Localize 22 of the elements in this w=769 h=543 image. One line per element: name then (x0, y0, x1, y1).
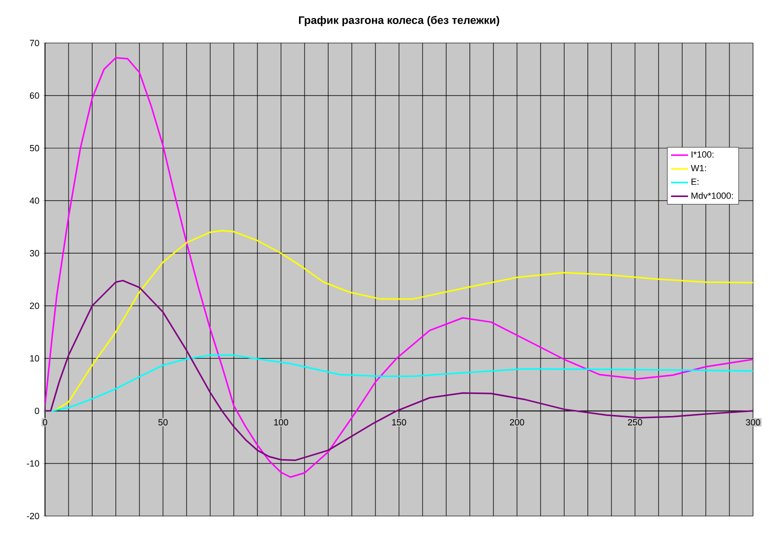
x-tick-label: 250 (628, 419, 642, 426)
x-tick-label: 300 (746, 419, 760, 426)
x-tick-label: 150 (392, 419, 406, 426)
x-tick-label: 100 (274, 419, 288, 426)
y-tick-label: 70 (30, 40, 40, 46)
y-tick-label: 30 (30, 250, 40, 256)
y-tick-label: 0 (34, 408, 40, 414)
x-tick-label: 0 (42, 419, 48, 426)
y-tick-label: 50 (30, 144, 40, 152)
y-tick-label: 60 (30, 92, 40, 99)
y-tick-label: 10 (30, 355, 40, 362)
legend-label: W1: (690, 164, 706, 172)
y-tick-label: 20 (30, 302, 40, 309)
y-tick-label: 40 (30, 197, 40, 204)
legend-label: E: (692, 178, 698, 185)
x-tick-label: 50 (158, 419, 168, 426)
legend-label: I*100: (692, 151, 714, 158)
y-tick-label: -20 (26, 512, 40, 520)
chart-title: График разгона колеса (без тележки) (299, 16, 500, 26)
y-tick-label: -10 (26, 460, 40, 467)
legend-label: Mdv*1000: (692, 192, 733, 199)
x-tick-label: 200 (510, 419, 524, 426)
